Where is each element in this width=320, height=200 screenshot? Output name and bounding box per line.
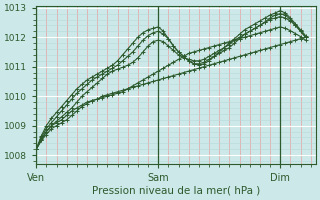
X-axis label: Pression niveau de la mer( hPa ): Pression niveau de la mer( hPa )	[92, 186, 260, 196]
